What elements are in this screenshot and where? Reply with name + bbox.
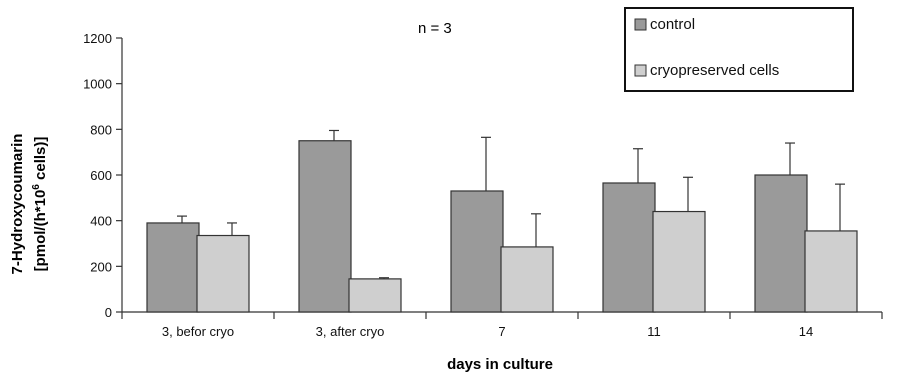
y-tick-label: 400	[90, 214, 112, 229]
chart-legend: control cryopreserved cells	[624, 7, 854, 92]
y-tick-label: 0	[105, 305, 112, 320]
y-tick-label: 800	[90, 122, 112, 137]
bar	[754, 174, 808, 313]
x-tick-label: 3, befor cryo	[162, 324, 234, 339]
bar	[348, 278, 402, 313]
bar	[804, 230, 858, 313]
bar	[298, 140, 352, 313]
y-axis-label: 7-Hydroxycoumarin [pmol/(h*106 cells)]	[8, 134, 50, 275]
y-axis-label-line1: 7-Hydroxycoumarin	[9, 133, 26, 275]
x-axis-label: days in culture	[447, 356, 553, 373]
sample-size-annotation: n = 3	[418, 20, 452, 37]
legend-box	[624, 7, 854, 92]
x-tick-label: 11	[647, 324, 661, 339]
x-tick-label: 3, after cryo	[316, 324, 385, 339]
x-tick-label: 14	[799, 324, 813, 339]
chart-axes: 0 200 400 600 800 1000 1200 3, befor cryo 3, aft…	[83, 31, 883, 339]
bar	[450, 190, 504, 313]
x-tick-label: 7	[498, 324, 505, 339]
y-axis-label-line2: [pmol/(h*106 cells)]	[31, 136, 49, 272]
y-tick-label: 200	[90, 259, 112, 274]
bar	[196, 234, 250, 313]
bar	[500, 246, 554, 313]
y-axis-label-wrap: 7-Hydroxycoumarin [pmol/(h*106 cells)]	[4, 84, 54, 324]
bar	[602, 182, 656, 313]
legend-swatch	[634, 18, 647, 31]
chart-bars	[146, 129, 858, 313]
legend-label: cryopreserved cells	[650, 62, 779, 79]
y-tick-label: 1000	[83, 77, 112, 92]
legend-label: control	[650, 16, 695, 33]
legend-swatch	[634, 64, 647, 77]
bar	[652, 210, 706, 313]
y-tick-label: 600	[90, 168, 112, 183]
y-tick-label: 1200	[83, 31, 112, 46]
bar	[146, 222, 200, 313]
